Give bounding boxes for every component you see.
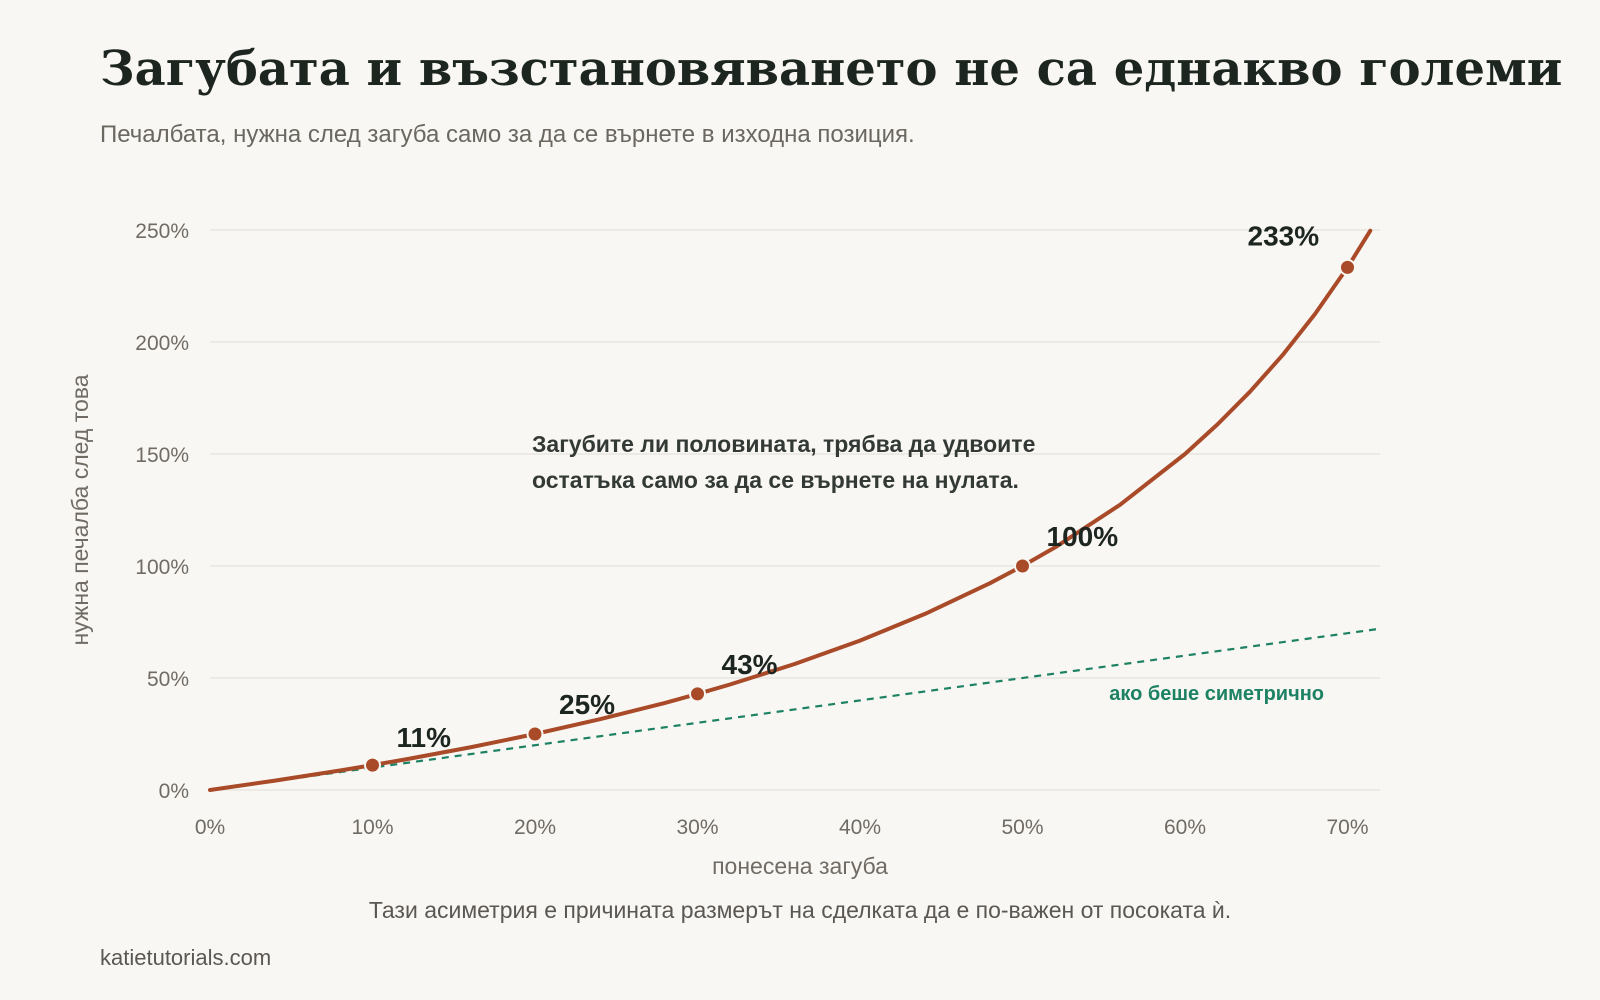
x-tick-label: 30% bbox=[676, 816, 718, 839]
annotation-line: остатъка само за да се върнете на нулата… bbox=[532, 467, 1019, 493]
x-tick-label: 10% bbox=[351, 816, 393, 839]
recovery-curve-chart: 0% 50% 100% 150% 200% 250% 0% 10% 20% 30% 40% 50% 60… bbox=[67, 220, 1381, 879]
y-tick-label: 0% bbox=[159, 780, 189, 803]
y-tick-label: 200% bbox=[135, 332, 189, 355]
highlight-point bbox=[526, 725, 544, 743]
reference-line-label: ако беше симетрично bbox=[1109, 683, 1324, 705]
chart-caption: Тази асиметрия е причината размерът на с… bbox=[368, 897, 1232, 923]
x-tick-label: 70% bbox=[1326, 816, 1368, 839]
y-tick-label: 150% bbox=[135, 444, 189, 467]
x-tick-label: 40% bbox=[839, 816, 881, 839]
x-tick-label: 0% bbox=[195, 816, 225, 839]
point-value-label: 43% bbox=[722, 649, 778, 680]
x-tick-label: 20% bbox=[514, 816, 556, 839]
point-value-label: 233% bbox=[1248, 220, 1320, 251]
y-tick-label: 100% bbox=[135, 556, 189, 579]
symmetric-reference-line bbox=[209, 627, 1381, 792]
chart-subtitle: Печалбата, нужна след загуба само за да … bbox=[100, 121, 915, 148]
required-gain-curve bbox=[208, 228, 1373, 792]
source-credit: katietutorials.com bbox=[100, 945, 272, 970]
chart-title: Загубата и възстановяването не са еднакв… bbox=[100, 41, 1563, 97]
highlight-point bbox=[1014, 557, 1031, 575]
point-value-label: 25% bbox=[559, 689, 615, 720]
x-axis-label: понесена загуба bbox=[712, 853, 888, 879]
highlight-point bbox=[1339, 258, 1356, 276]
point-value-label: 11% bbox=[397, 722, 452, 753]
y-tick-label: 250% bbox=[135, 220, 189, 243]
highlight-point bbox=[689, 685, 706, 703]
highlight-point bbox=[364, 756, 381, 774]
y-axis-label: нужна печалба след това bbox=[67, 374, 93, 645]
point-value-label: 100% bbox=[1047, 521, 1119, 552]
y-tick-label: 50% bbox=[147, 668, 189, 691]
annotation-line: Загубите ли половината, трябва да удвоит… bbox=[532, 431, 1035, 457]
x-tick-label: 50% bbox=[1001, 816, 1043, 839]
x-tick-label: 60% bbox=[1164, 816, 1206, 839]
